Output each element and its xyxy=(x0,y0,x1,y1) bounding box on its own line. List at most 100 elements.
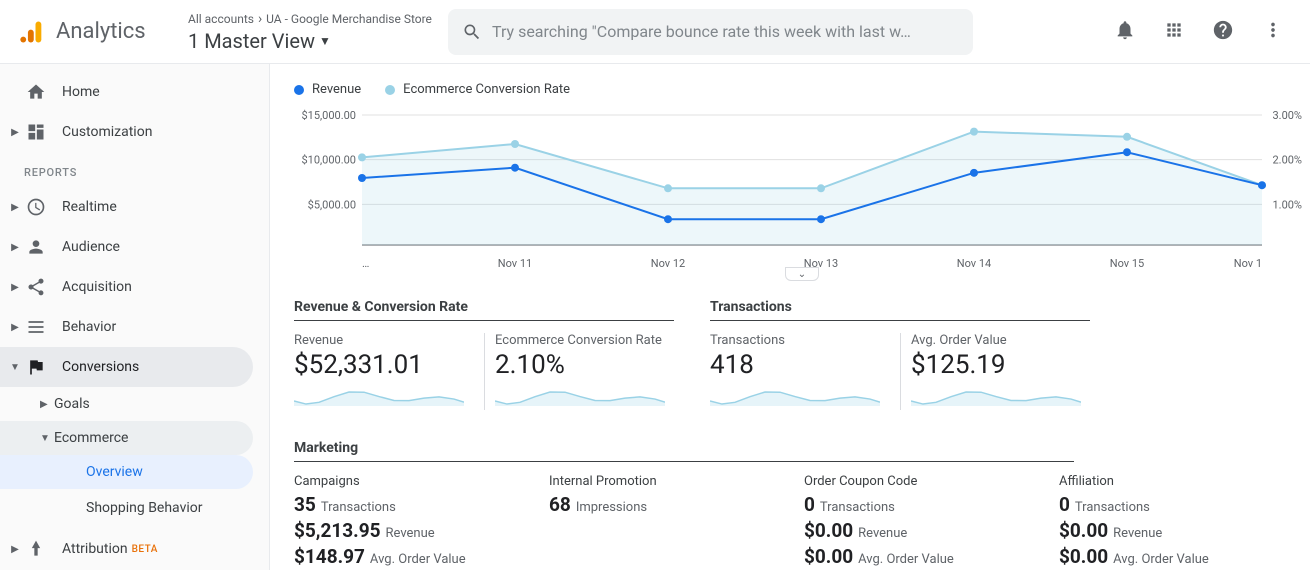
marketing-section: Marketing Campaigns35Transactions$5,213.… xyxy=(294,440,1310,570)
sidebar-item-audience[interactable]: ▶ Audience xyxy=(0,227,269,267)
sidebar-item-realtime[interactable]: ▶ Realtime xyxy=(0,187,269,227)
sidebar-sub-shopping-behavior[interactable]: Shopping Behavior xyxy=(0,489,269,527)
sidebar-label-customization: Customization xyxy=(62,124,152,140)
marketing-value: $0.00 xyxy=(1059,545,1108,568)
sidebar-section-reports: REPORTS xyxy=(0,152,269,187)
svg-text:$10,000.00: $10,000.00 xyxy=(301,154,356,167)
expand-icon: ▶ xyxy=(8,282,22,293)
marketing-col[interactable]: Order Coupon Code0Transactions$0.00Reven… xyxy=(804,474,1055,570)
chart-legend: Revenue Ecommerce Conversion Rate xyxy=(294,82,1310,97)
chevron-right-icon: › xyxy=(258,11,262,27)
marketing-col-head: Order Coupon Code xyxy=(804,474,1055,489)
sidebar-item-behavior[interactable]: ▶ Behavior xyxy=(0,307,269,347)
metric-card-aov[interactable]: Avg. Order Value $125.19 xyxy=(900,333,1090,410)
marketing-value: $0.00 xyxy=(804,545,853,568)
sidebar-label-realtime: Realtime xyxy=(62,199,117,215)
sidebar-sub-label: Shopping Behavior xyxy=(86,499,202,517)
marketing-value: $0.00 xyxy=(1059,519,1108,542)
marketing-label: Revenue xyxy=(1113,526,1162,541)
help-icon[interactable] xyxy=(1212,19,1234,45)
sidebar-label-conversions: Conversions xyxy=(62,359,139,375)
sidebar-label-attribution: Attribution xyxy=(62,541,128,557)
svg-text:2.00%: 2.00% xyxy=(1272,154,1302,167)
apps-icon[interactable] xyxy=(1164,20,1184,44)
svg-text:1.00%: 1.00% xyxy=(1272,198,1302,211)
marketing-label: Avg. Order Value xyxy=(858,552,954,567)
search-placeholder: Try searching "Compare bounce rate this … xyxy=(492,22,911,41)
expand-icon: ▶ xyxy=(40,399,54,410)
sidebar-sub-overview[interactable]: Overview xyxy=(0,455,253,489)
marketing-line: $148.97Avg. Order Value xyxy=(294,545,545,568)
logo-area: Analytics xyxy=(8,18,178,46)
legend-label: Revenue xyxy=(312,82,361,97)
marketing-value: 35 xyxy=(294,493,316,516)
marketing-col-head: Internal Promotion xyxy=(549,474,800,489)
metric-group-title: Transactions xyxy=(710,299,1090,321)
legend-conversion[interactable]: Ecommerce Conversion Rate xyxy=(385,82,570,97)
more-icon[interactable] xyxy=(1262,19,1284,45)
sidebar-item-customization[interactable]: ▶ Customization xyxy=(0,112,269,152)
marketing-line: $0.00Revenue xyxy=(804,519,1055,542)
sidebar: Home ▶ Customization REPORTS ▶ Realtime … xyxy=(0,64,270,570)
sidebar-sub-label: Overview xyxy=(86,464,143,480)
sidebar-sub-ecommerce[interactable]: ▼Ecommerce xyxy=(0,421,253,455)
search-icon xyxy=(462,22,482,42)
top-icons xyxy=(1114,19,1302,45)
sidebar-item-attribution[interactable]: ▶ Attribution BETA xyxy=(0,529,269,569)
person-icon xyxy=(24,235,48,259)
svg-text:Nov 14: Nov 14 xyxy=(957,257,991,270)
metric-group-title: Revenue & Conversion Rate xyxy=(294,299,674,321)
breadcrumb[interactable]: All accounts › UA - Google Merchandise S… xyxy=(178,11,448,53)
marketing-title: Marketing xyxy=(294,440,1074,462)
marketing-col-head: Campaigns xyxy=(294,474,545,489)
expand-chart-button[interactable]: ⌄ xyxy=(785,267,819,281)
sidebar-item-conversions[interactable]: ▼ Conversions xyxy=(0,347,253,387)
metric-value: $52,331.01 xyxy=(294,350,474,380)
svg-text:Nov 11: Nov 11 xyxy=(498,257,532,270)
marketing-line: 35 Transactions xyxy=(294,493,545,516)
metric-card-revenue[interactable]: Revenue $52,331.01 xyxy=(294,333,484,410)
behavior-icon xyxy=(24,315,48,339)
marketing-label: Revenue xyxy=(858,526,907,541)
notifications-icon[interactable] xyxy=(1114,19,1136,45)
marketing-label: Avg. Order Value xyxy=(1113,552,1209,567)
metric-label: Transactions xyxy=(710,333,890,348)
view-selector[interactable]: 1 Master View ▼ xyxy=(188,29,448,53)
svg-text:Nov 12: Nov 12 xyxy=(651,257,685,270)
marketing-line: $0.00 Revenue xyxy=(1059,519,1310,542)
share-icon xyxy=(24,275,48,299)
main-chart: $15,000.00$10,000.00$5,000.003.00%2.00%1… xyxy=(294,105,1310,275)
collapse-icon: ▼ xyxy=(8,362,22,373)
marketing-col[interactable]: Internal Promotion68Impressions xyxy=(549,474,800,570)
expand-icon: ▶ xyxy=(8,322,22,333)
metric-card-conversion[interactable]: Ecommerce Conversion Rate 2.10% xyxy=(484,333,674,410)
search-input[interactable]: Try searching "Compare bounce rate this … xyxy=(448,9,973,55)
marketing-value: 0 xyxy=(804,493,815,516)
marketing-value: 0 xyxy=(1059,493,1070,516)
sidebar-item-acquisition[interactable]: ▶ Acquisition xyxy=(0,267,269,307)
sidebar-label-home: Home xyxy=(62,84,100,100)
svg-text:Nov 15: Nov 15 xyxy=(1110,257,1144,270)
sparkline xyxy=(911,384,1081,406)
marketing-label: Transactions xyxy=(321,500,396,515)
marketing-value: $148.97 xyxy=(294,545,365,568)
marketing-col[interactable]: Campaigns35Transactions$5,213.95Revenue$… xyxy=(294,474,545,570)
legend-revenue[interactable]: Revenue xyxy=(294,82,361,97)
metric-value: 418 xyxy=(710,350,890,380)
home-icon xyxy=(24,80,48,104)
marketing-label: Revenue xyxy=(386,526,435,541)
beta-badge: BETA xyxy=(132,544,158,555)
sparkline xyxy=(294,384,464,406)
attribution-icon xyxy=(24,537,48,561)
sidebar-sub-label: Ecommerce xyxy=(54,430,128,446)
product-name: Analytics xyxy=(56,19,146,44)
sidebar-label-acquisition: Acquisition xyxy=(62,279,132,295)
metric-card-transactions[interactable]: Transactions 418 xyxy=(710,333,900,410)
expand-icon: ▶ xyxy=(8,202,22,213)
view-name-text: 1 Master View xyxy=(188,29,315,53)
metric-group-transactions: Transactions Transactions 418 Avg. Order… xyxy=(710,299,1090,410)
marketing-col[interactable]: Affiliation0Transactions$0.00Revenue$0.0… xyxy=(1059,474,1310,570)
sidebar-item-home[interactable]: Home xyxy=(0,72,269,112)
sidebar-sub-goals[interactable]: ▶Goals xyxy=(0,387,269,421)
legend-dot xyxy=(385,85,395,95)
